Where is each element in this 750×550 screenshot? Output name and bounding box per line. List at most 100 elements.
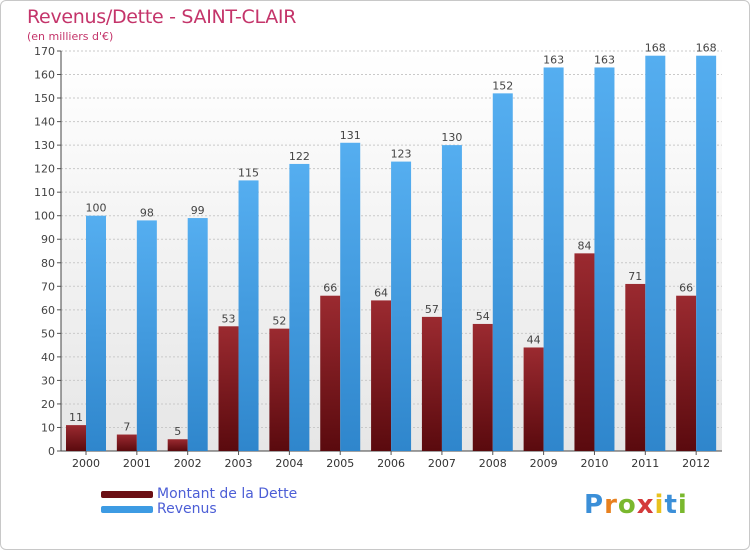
data-label: 54 xyxy=(476,310,490,323)
data-label: 52 xyxy=(272,315,286,328)
data-label: 11 xyxy=(69,411,83,424)
bar-dette xyxy=(218,326,239,451)
data-label: 66 xyxy=(679,282,693,295)
data-label: 57 xyxy=(425,303,439,316)
x-tick-label: 2003 xyxy=(225,457,253,470)
data-label: 84 xyxy=(577,239,591,252)
bar-revenus xyxy=(86,215,106,451)
data-label: 71 xyxy=(628,270,642,283)
x-tick-label: 2008 xyxy=(479,457,507,470)
bar-revenus xyxy=(543,67,564,452)
data-label: 122 xyxy=(289,150,310,163)
y-tick-label: 10 xyxy=(41,421,55,434)
x-tick-label: 2000 xyxy=(72,457,100,470)
bar-dette xyxy=(574,253,595,451)
y-tick-label: 60 xyxy=(41,304,55,317)
logo-letter: x xyxy=(636,490,655,520)
x-tick-label: 2007 xyxy=(428,457,456,470)
bar-dette xyxy=(116,434,137,451)
data-label: 163 xyxy=(594,53,615,66)
bar-revenus xyxy=(391,161,412,451)
data-label: 7 xyxy=(123,421,130,434)
bar-dette xyxy=(371,300,392,451)
x-tick-label: 2006 xyxy=(377,457,405,470)
data-label: 163 xyxy=(543,53,564,66)
y-tick-label: 40 xyxy=(41,351,55,364)
data-label: 152 xyxy=(492,79,513,92)
logo-letter: i xyxy=(654,490,665,520)
logo-letter: r xyxy=(604,490,618,520)
bar-revenus xyxy=(289,163,310,452)
data-label: 123 xyxy=(391,148,412,161)
bar-dette xyxy=(167,439,188,451)
data-label: 168 xyxy=(696,42,717,55)
x-tick-label: 2005 xyxy=(326,457,354,470)
data-label: 53 xyxy=(222,312,236,325)
logo-letter: P xyxy=(584,490,605,520)
data-label: 115 xyxy=(238,166,259,179)
data-label: 131 xyxy=(340,129,361,142)
legend-label-revenus: Revenus xyxy=(157,501,217,517)
bar-dette xyxy=(625,283,646,451)
bar-revenus xyxy=(492,93,513,452)
bar-revenus xyxy=(441,145,462,451)
chart-title: Revenus/Dette - SAINT-CLAIR xyxy=(27,6,297,28)
y-tick-label: 110 xyxy=(34,186,55,199)
y-tick-label: 50 xyxy=(41,327,55,340)
data-label: 5 xyxy=(174,425,181,438)
bar-revenus xyxy=(645,55,666,452)
x-tick-label: 2004 xyxy=(275,457,303,470)
data-label: 98 xyxy=(140,206,154,219)
x-tick-label: 2001 xyxy=(123,457,151,470)
bar-revenus xyxy=(238,180,259,452)
bar-revenus xyxy=(136,220,157,451)
chart-legend: Montant de la Dette Revenus xyxy=(101,487,297,517)
proxiti-logo: Proxiti xyxy=(584,490,688,520)
data-label: 64 xyxy=(374,286,388,299)
x-tick-label: 2002 xyxy=(174,457,202,470)
x-tick-label: 2012 xyxy=(682,457,710,470)
legend-label-dette: Montant de la Dette xyxy=(157,486,298,502)
y-tick-label: 100 xyxy=(34,210,55,223)
logo-letter: t xyxy=(664,490,678,520)
data-label: 130 xyxy=(441,131,462,144)
y-tick-label: 120 xyxy=(34,163,55,176)
legend-swatch-revenus xyxy=(101,506,153,513)
bar-dette xyxy=(320,295,341,451)
bar-revenus xyxy=(340,142,361,451)
y-tick-label: 160 xyxy=(34,69,55,82)
y-tick-label: 0 xyxy=(48,445,55,458)
legend-item-dette: Montant de la Dette xyxy=(101,487,297,502)
y-tick-label: 70 xyxy=(41,280,55,293)
x-tick-label: 2010 xyxy=(580,457,608,470)
bar-dette xyxy=(472,323,493,451)
bar-revenus xyxy=(594,67,615,452)
bar-dette xyxy=(421,316,442,451)
y-tick-label: 80 xyxy=(41,257,55,270)
x-tick-label: 2009 xyxy=(530,457,558,470)
bar-dette xyxy=(66,425,86,451)
data-label: 66 xyxy=(323,282,337,295)
y-tick-label: 150 xyxy=(34,92,55,105)
data-label: 44 xyxy=(527,333,541,346)
bar-revenus xyxy=(696,55,717,452)
y-tick-label: 90 xyxy=(41,233,55,246)
data-label: 168 xyxy=(645,42,666,55)
bar-dette xyxy=(676,295,697,451)
logo-letter: o xyxy=(617,490,637,520)
y-tick-label: 170 xyxy=(34,45,55,58)
logo-letter: i xyxy=(677,490,688,520)
data-label: 100 xyxy=(86,202,107,215)
y-tick-label: 130 xyxy=(34,139,55,152)
bar-dette xyxy=(269,328,290,451)
legend-swatch-dette xyxy=(101,491,153,498)
data-label: 99 xyxy=(191,204,205,217)
x-tick-label: 2011 xyxy=(631,457,659,470)
bar-dette xyxy=(523,347,544,451)
y-tick-label: 20 xyxy=(41,398,55,411)
y-tick-label: 140 xyxy=(34,116,55,129)
bar-revenus xyxy=(187,218,208,451)
chart-subtitle: (en milliers d'€) xyxy=(27,30,114,43)
